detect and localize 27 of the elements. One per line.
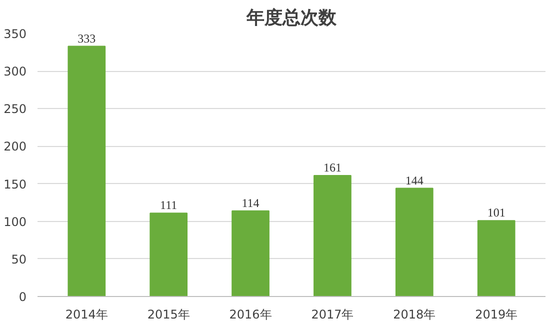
y-tick-label: 350 [4, 27, 26, 41]
y-tick-label: 150 [4, 177, 26, 192]
data-label: 111 [160, 198, 178, 212]
x-tick-label: 2016年 [229, 308, 272, 322]
x-tick-label: 2019年 [475, 308, 518, 322]
data-label: 144 [405, 173, 424, 188]
bar [150, 212, 188, 296]
y-tick-label: 50 [11, 252, 27, 266]
y-tick-label: 300 [4, 64, 26, 79]
bar [314, 175, 352, 296]
data-label: 101 [487, 206, 506, 220]
y-tick-label: 100 [4, 214, 26, 229]
data-label: 114 [242, 196, 260, 210]
bar [68, 46, 106, 296]
data-label: 333 [78, 31, 96, 46]
bar [395, 188, 434, 296]
x-tick-label: 2018年 [393, 308, 436, 322]
x-tick-label: 2014年 [65, 308, 108, 322]
x-tick-label: 2015年 [147, 308, 190, 322]
data-label: 161 [323, 160, 342, 175]
y-tick-label: 200 [4, 140, 26, 154]
bar [477, 220, 516, 296]
bar [232, 210, 270, 296]
chart-title: 年度总次数 [246, 8, 338, 28]
x-tick-label: 2017年 [311, 308, 354, 322]
y-tick-label: 250 [4, 102, 26, 116]
y-tick-label: 0 [18, 290, 27, 304]
